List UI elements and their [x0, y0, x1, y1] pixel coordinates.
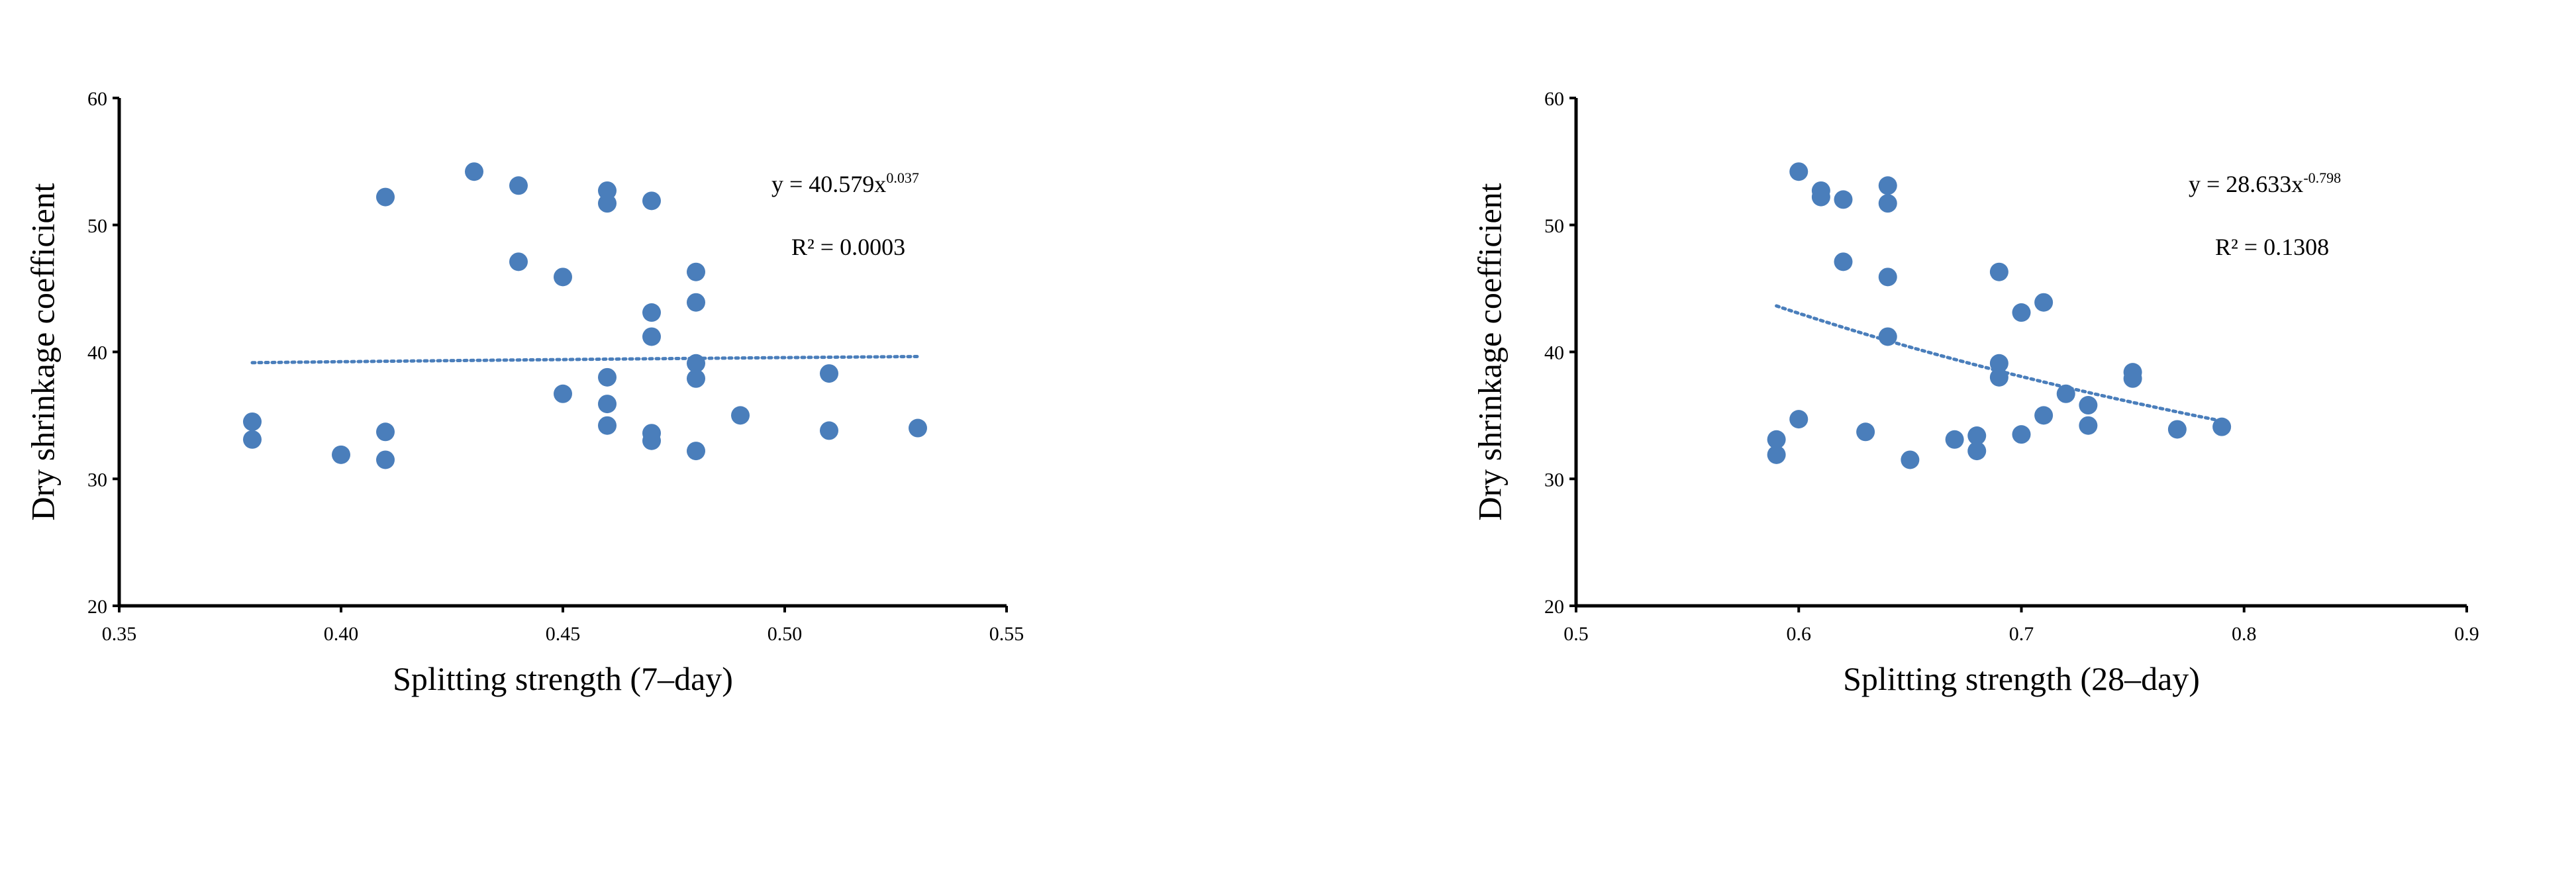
chart-28day: Splitting strength (28–day) Dry shrinkag… [1471, 88, 2479, 697]
chart-7day-y-tick-label: 20 [87, 596, 107, 618]
chart-28day-data-point [2012, 303, 2031, 322]
chart-28day-y-tick-label: 60 [1544, 88, 1564, 110]
chart-28day-data-point [2212, 417, 2232, 436]
chart-28day-data-point [1967, 442, 1987, 461]
chart-28day-trendline-equation: y = 28.633x-0.798 [2189, 169, 2341, 197]
chart-7day-data-point [909, 418, 927, 438]
chart-28day-data-point [2079, 416, 2098, 435]
chart-28day-data-point [1967, 426, 1987, 446]
chart-28day-data-point [2056, 384, 2075, 403]
chart-7day-x-tick-label: 0.50 [768, 623, 803, 645]
chart-28day-data-point [1834, 190, 1853, 209]
chart-7day-data-point [509, 176, 528, 195]
chart-28day-x-tick-label: 0.6 [1787, 623, 1812, 645]
chart-7day-trendline [250, 355, 920, 365]
chart-7day-data-point [731, 406, 750, 425]
chart-7day-data-point [598, 367, 617, 387]
chart-7day-data-point [598, 395, 617, 414]
chart-7day-x-tick-label: 0.55 [989, 623, 1024, 645]
chart-7day-data-point [376, 187, 395, 207]
chart-28day-r-squared: R² = 0.1308 [2215, 234, 2329, 260]
chart-7day-y-axis-title: Dry shrinkage coefficient [24, 183, 61, 520]
chart-7day-data-point [598, 194, 617, 213]
chart-7day-y-tick-label: 40 [87, 342, 107, 364]
chart-7day-data-point [820, 364, 838, 383]
chart-28day-plot-area [1767, 162, 2232, 469]
chart-7day-data-point [687, 262, 705, 281]
chart-28day-data-point [2034, 406, 2054, 425]
chart-28day-data-point [1878, 327, 1897, 346]
chart-28day-x-tick-label: 0.8 [2232, 623, 2257, 645]
chart-7day-equation-exponent: 0.037 [886, 169, 919, 186]
chart-28day-y-axis-title: Dry shrinkage coefficient [1471, 183, 1508, 520]
chart-7day-data-point [642, 191, 661, 211]
chart-28day-x-tick-label: 0.5 [1563, 623, 1589, 645]
chart-7day: Splitting strength (7–day) Dry shrinkage… [24, 88, 1024, 697]
chart-7day-x-axis-title: Splitting strength (7–day) [393, 660, 733, 697]
chart-28day-y-tick-label: 50 [1544, 215, 1564, 237]
chart-7day-y-tick-label: 50 [87, 215, 107, 237]
chart-7day-y-tick-label: 60 [87, 88, 107, 110]
chart-7day-data-point [376, 422, 395, 442]
chart-28day-x-tick-label: 0.9 [2454, 623, 2479, 645]
chart-28day-data-point [1767, 430, 1786, 449]
chart-28day-data-point [1901, 450, 1920, 469]
chart-7day-data-point [509, 252, 528, 271]
chart-28day-data-point [1878, 176, 1897, 195]
chart-28day-data-point [1989, 367, 2008, 387]
chart-7day-data-point [642, 431, 661, 450]
chart-28day-data-point [2034, 293, 2054, 312]
chart-7day-data-point [376, 450, 395, 469]
chart-7day-data-point [820, 421, 838, 440]
chart-7day-data-point [243, 412, 262, 431]
chart-7day-trendline-equation: y = 40.579x0.037 [771, 169, 919, 197]
chart-7day-data-point [554, 384, 572, 403]
chart-28day-data-point [2012, 425, 2031, 444]
chart-7day-x-tick-label: 0.35 [102, 623, 137, 645]
chart-7day-r-squared: R² = 0.0003 [791, 234, 905, 260]
chart-7day-x-tick-label: 0.40 [324, 623, 359, 645]
chart-28day-data-point [1767, 445, 1786, 464]
chart-28day-equation-base: y = 28.633x [2189, 171, 2303, 197]
chart-7day-plot-area [243, 162, 927, 469]
chart-28day-data-point [1878, 194, 1897, 213]
chart-28day-y-tick-label: 20 [1544, 596, 1564, 618]
chart-28day-data-point [1989, 354, 2008, 373]
chart-7day-y-tick-label: 30 [87, 469, 107, 491]
chart-7day-data-point [332, 445, 350, 464]
chart-7day-data-point [687, 293, 705, 312]
chart-7day-data-point [642, 327, 661, 346]
chart-7day-data-point [554, 267, 572, 287]
chart-28day-data-point [1811, 187, 1830, 207]
chart-7day-data-point [243, 430, 262, 449]
chart-7day-equation-base: y = 40.579x [771, 171, 886, 197]
chart-28day-data-point [2079, 396, 2098, 415]
chart-28day-data-point [1989, 262, 2008, 281]
chart-28day-y-tick-label: 30 [1544, 469, 1564, 491]
chart-7day-data-point [598, 416, 617, 435]
chart-7day-data-point [465, 162, 483, 181]
chart-7day-data-point [687, 442, 705, 461]
chart-7day-data-point [598, 181, 617, 200]
chart-28day-data-point [1856, 422, 1875, 442]
chart-28day-x-axis-title: Splitting strength (28–day) [1843, 660, 2200, 697]
chart-28day-equation-exponent: -0.798 [2303, 169, 2341, 186]
chart-28day-data-point [1789, 162, 1808, 181]
chart-28day-data-point [2123, 369, 2142, 388]
chart-28day-y-tick-label: 40 [1544, 342, 1564, 364]
chart-7day-data-point [687, 354, 705, 373]
chart-28day-data-point [1945, 430, 1964, 449]
chart-28day-x-tick-label: 0.7 [2009, 623, 2034, 645]
chart-7day-x-tick-label: 0.45 [546, 623, 581, 645]
chart-7day-data-point [642, 303, 661, 322]
chart-28day-data-point [2167, 420, 2187, 439]
chart-28day-data-point [1878, 267, 1897, 287]
chart-28day-data-point [1834, 252, 1853, 271]
chart-7day-data-point [687, 369, 705, 388]
chart-28day-data-point [1789, 410, 1808, 429]
